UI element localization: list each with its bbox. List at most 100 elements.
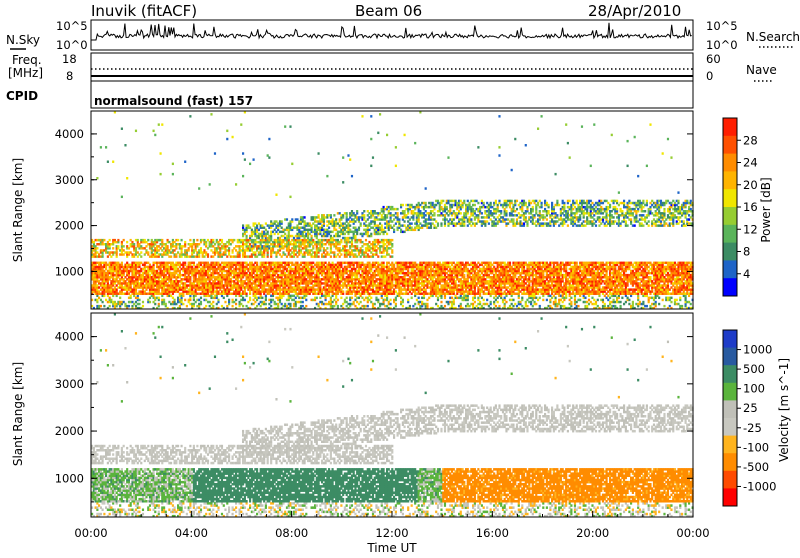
power-cell bbox=[318, 216, 320, 218]
power-cell bbox=[325, 249, 327, 251]
power-cell bbox=[181, 249, 183, 251]
power-cell bbox=[161, 123, 163, 125]
power-cell bbox=[123, 239, 125, 241]
power-cell bbox=[267, 249, 269, 251]
power-cell bbox=[212, 239, 214, 241]
power-cell bbox=[158, 255, 160, 257]
power-cell bbox=[242, 235, 244, 237]
power-cell bbox=[182, 295, 184, 297]
power-cell bbox=[326, 235, 328, 237]
power-cell bbox=[242, 227, 244, 229]
power-cell bbox=[256, 227, 258, 229]
power-cell bbox=[228, 247, 230, 249]
power-cell bbox=[277, 305, 279, 307]
power-cell bbox=[351, 293, 353, 295]
superdarn-summary-plot: Inuvik (fitACF) Beam 06 28/Apr/2010 N.Sk… bbox=[0, 0, 800, 554]
power-cell bbox=[349, 224, 351, 226]
power-cell bbox=[161, 255, 163, 257]
power-cell bbox=[289, 303, 291, 305]
power-cell bbox=[270, 233, 272, 235]
power-cell bbox=[145, 245, 147, 247]
power-cell bbox=[351, 210, 353, 212]
power-cell bbox=[163, 299, 165, 301]
power-cell bbox=[326, 175, 328, 177]
power-cell bbox=[105, 299, 107, 301]
power-cell bbox=[109, 305, 111, 307]
power-cell bbox=[117, 239, 119, 241]
power-cell bbox=[161, 249, 163, 251]
power-heatmap bbox=[91, 111, 694, 309]
noise-left-label: N.Sky bbox=[6, 33, 40, 47]
power-cell bbox=[232, 299, 234, 301]
power-cell bbox=[193, 251, 195, 253]
power-cell bbox=[346, 297, 348, 299]
power-cell bbox=[158, 249, 160, 251]
power-cell bbox=[121, 262, 123, 264]
power-cell bbox=[193, 282, 195, 284]
power-cell bbox=[289, 222, 291, 224]
power-cell bbox=[128, 293, 130, 295]
power-cell bbox=[175, 245, 177, 247]
power-cell bbox=[116, 288, 118, 290]
power-cell bbox=[309, 245, 311, 247]
power-cell bbox=[279, 249, 281, 251]
power-cell bbox=[275, 194, 277, 196]
power-cell bbox=[356, 212, 358, 214]
power-cell bbox=[98, 297, 100, 299]
power-cell bbox=[235, 249, 237, 251]
power-cell bbox=[353, 301, 355, 303]
power-cell bbox=[184, 282, 186, 284]
power-cell bbox=[175, 266, 177, 268]
power-cell bbox=[307, 235, 309, 237]
power-cell bbox=[200, 247, 202, 249]
power-cell bbox=[253, 158, 255, 160]
power-cell bbox=[235, 303, 237, 305]
power-cell bbox=[353, 222, 355, 224]
noise-right-tick-bottom: 10^0 bbox=[706, 38, 738, 52]
power-cell bbox=[102, 251, 104, 253]
power-cell bbox=[212, 255, 214, 257]
power-cell bbox=[281, 222, 283, 224]
power-cell bbox=[270, 220, 272, 222]
power-cell bbox=[181, 299, 183, 301]
power-cell bbox=[260, 293, 262, 295]
power-cell bbox=[242, 297, 244, 299]
power-cell bbox=[223, 297, 225, 299]
power-cell bbox=[224, 251, 226, 253]
power-cell bbox=[228, 276, 230, 278]
power-cell bbox=[288, 245, 290, 247]
power-cell bbox=[177, 282, 179, 284]
power-cell bbox=[244, 299, 246, 301]
power-cell bbox=[251, 255, 253, 257]
power-cell bbox=[105, 266, 107, 268]
power-cell bbox=[226, 295, 228, 297]
power-cell bbox=[312, 245, 314, 247]
power-cell bbox=[100, 305, 102, 307]
power-cell bbox=[337, 233, 339, 235]
power-cell bbox=[133, 255, 135, 257]
power-cell bbox=[247, 301, 249, 303]
power-cell bbox=[254, 301, 256, 303]
station-title: Inuvik (fitACF) bbox=[91, 2, 197, 20]
date-title: 28/Apr/2010 bbox=[588, 2, 681, 20]
power-cell bbox=[254, 251, 256, 253]
power-cell bbox=[209, 183, 211, 185]
power-cell bbox=[267, 282, 269, 284]
power-cell bbox=[289, 125, 291, 127]
power-cell bbox=[353, 266, 355, 268]
power-cell bbox=[140, 251, 142, 253]
power-cell bbox=[195, 301, 197, 303]
power-cell bbox=[200, 297, 202, 299]
power-cell bbox=[221, 255, 223, 257]
power-cell bbox=[246, 293, 248, 295]
power-cell bbox=[102, 255, 104, 257]
power-cell bbox=[351, 276, 353, 278]
power-cell bbox=[219, 243, 221, 245]
power-cell bbox=[105, 249, 107, 251]
power-cell bbox=[233, 239, 235, 241]
power-cell bbox=[330, 249, 332, 251]
power-cell bbox=[354, 253, 356, 255]
power-cell bbox=[304, 243, 306, 245]
power-cell bbox=[265, 303, 267, 305]
power-cell bbox=[179, 305, 181, 307]
